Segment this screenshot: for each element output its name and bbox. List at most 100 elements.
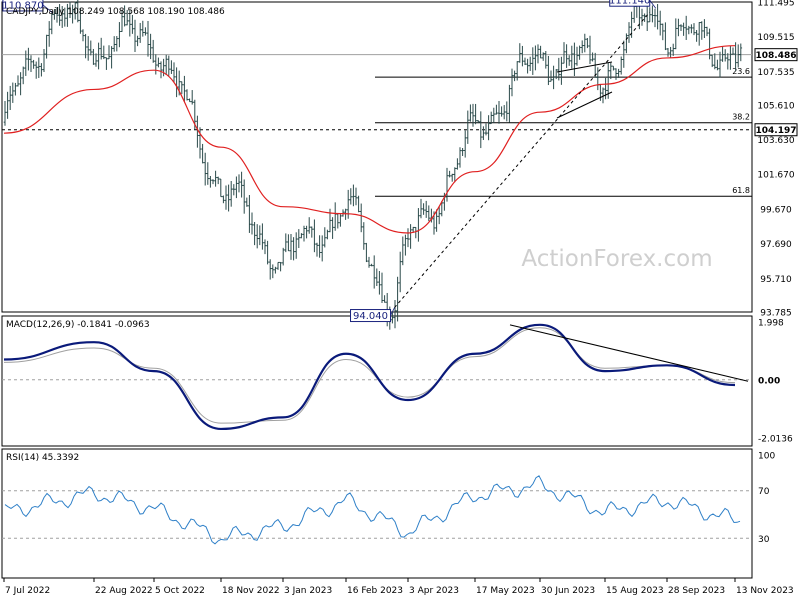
moving-average-line bbox=[3, 45, 736, 234]
price-bar bbox=[367, 256, 371, 268]
price-bar bbox=[510, 68, 514, 97]
annotation-label: 110.870 bbox=[2, 0, 43, 11]
price-bar bbox=[222, 195, 225, 204]
price-bar bbox=[370, 263, 373, 267]
price-bar bbox=[115, 36, 119, 52]
price-bar bbox=[700, 21, 704, 40]
price-bar bbox=[240, 171, 243, 198]
price-bar bbox=[159, 61, 163, 79]
price-bar bbox=[508, 84, 511, 123]
price-bar bbox=[3, 101, 7, 126]
x-tick-label: 17 May 2023 bbox=[476, 586, 535, 596]
price-header-label: CADJPY,Daily 108.249 108.568 108.190 108… bbox=[6, 7, 225, 17]
price-bar bbox=[37, 57, 41, 79]
y-tick-label: 101.670 bbox=[757, 170, 794, 180]
price-bar bbox=[203, 152, 207, 186]
price-bar bbox=[591, 52, 594, 62]
price-bar bbox=[107, 45, 111, 60]
y-tick-label: 107.535 bbox=[757, 68, 794, 78]
price-bar bbox=[515, 61, 519, 81]
price-bar bbox=[500, 106, 503, 117]
price-bar bbox=[310, 226, 314, 238]
price-bar bbox=[141, 20, 145, 37]
price-bar bbox=[534, 45, 537, 71]
price-bar bbox=[289, 233, 293, 260]
x-tick-label: 28 Sep 2023 bbox=[668, 586, 725, 596]
price-bar bbox=[34, 61, 38, 79]
price-bar bbox=[721, 46, 724, 62]
price-bar bbox=[557, 57, 561, 81]
price-bar bbox=[697, 22, 701, 46]
price-bar bbox=[271, 264, 275, 279]
price-bar bbox=[232, 184, 236, 196]
price-bar bbox=[318, 235, 321, 258]
price-bar bbox=[281, 247, 285, 266]
x-tick-label: 3 Jan 2023 bbox=[284, 586, 332, 596]
price-bar bbox=[237, 174, 241, 193]
price-bar bbox=[294, 232, 298, 259]
price-bar bbox=[497, 101, 501, 124]
price-bar bbox=[458, 147, 462, 168]
price-bar bbox=[8, 85, 12, 111]
price-bar bbox=[461, 147, 464, 156]
x-tick-label: 5 Oct 2022 bbox=[155, 586, 205, 596]
annotation-leader bbox=[42, 4, 54, 14]
price-bar bbox=[736, 44, 740, 68]
price-bar bbox=[643, 13, 646, 22]
price-bar bbox=[97, 42, 100, 70]
price-bar bbox=[50, 12, 54, 35]
price-bar bbox=[617, 68, 620, 78]
x-tick-label: 16 Feb 2023 bbox=[347, 586, 403, 596]
x-tick-label: 22 Aug 2022 bbox=[95, 586, 153, 596]
price-bar bbox=[523, 57, 527, 66]
x-tick-label: 30 Jun 2023 bbox=[541, 586, 595, 596]
x-tick-label: 7 Jul 2022 bbox=[5, 586, 50, 596]
price-bar bbox=[352, 184, 355, 207]
price-bar bbox=[664, 22, 667, 51]
price-bar bbox=[144, 27, 147, 36]
price-bar bbox=[531, 47, 535, 75]
price-bar bbox=[341, 209, 345, 217]
price-bar bbox=[612, 65, 615, 71]
price-bar bbox=[292, 237, 295, 261]
price-bar bbox=[453, 167, 457, 183]
price-bar bbox=[133, 19, 137, 52]
price-bar bbox=[716, 59, 719, 71]
fib-level-label: 23.6 bbox=[732, 67, 750, 76]
price-bar bbox=[606, 62, 610, 99]
price-bar bbox=[739, 43, 743, 62]
price-bar bbox=[502, 105, 506, 120]
price-bar bbox=[708, 28, 711, 60]
price-bar bbox=[32, 59, 35, 69]
price-bar bbox=[16, 75, 20, 87]
price-bar bbox=[687, 25, 691, 35]
price-bar bbox=[201, 143, 204, 164]
price-bar bbox=[614, 68, 618, 80]
price-bar bbox=[723, 49, 727, 62]
price-bar bbox=[409, 224, 412, 249]
price-bar bbox=[393, 300, 397, 329]
macd-trendline bbox=[509, 324, 749, 382]
macd-y-tick-label: 0.00 bbox=[758, 376, 780, 386]
macd-line bbox=[3, 323, 736, 431]
price-bar bbox=[248, 194, 251, 233]
price-bar bbox=[365, 242, 368, 263]
y-tick-label: 95.710 bbox=[760, 275, 792, 285]
price-bar bbox=[419, 198, 423, 219]
x-tick-label: 18 Nov 2022 bbox=[222, 586, 280, 596]
price-bar bbox=[263, 239, 267, 255]
price-bar bbox=[450, 173, 454, 182]
price-level-box bbox=[754, 48, 798, 62]
price-bar bbox=[383, 295, 386, 303]
price-bar bbox=[521, 45, 524, 67]
price-bar bbox=[492, 107, 496, 123]
price-bar bbox=[172, 62, 176, 83]
price-bar bbox=[331, 217, 334, 239]
price-bar bbox=[580, 40, 584, 54]
price-bar bbox=[401, 236, 405, 266]
price-bar bbox=[437, 206, 441, 225]
price-bar bbox=[547, 55, 550, 86]
price-bar bbox=[466, 110, 470, 144]
price-bar bbox=[526, 58, 529, 74]
price-bar bbox=[157, 57, 160, 68]
